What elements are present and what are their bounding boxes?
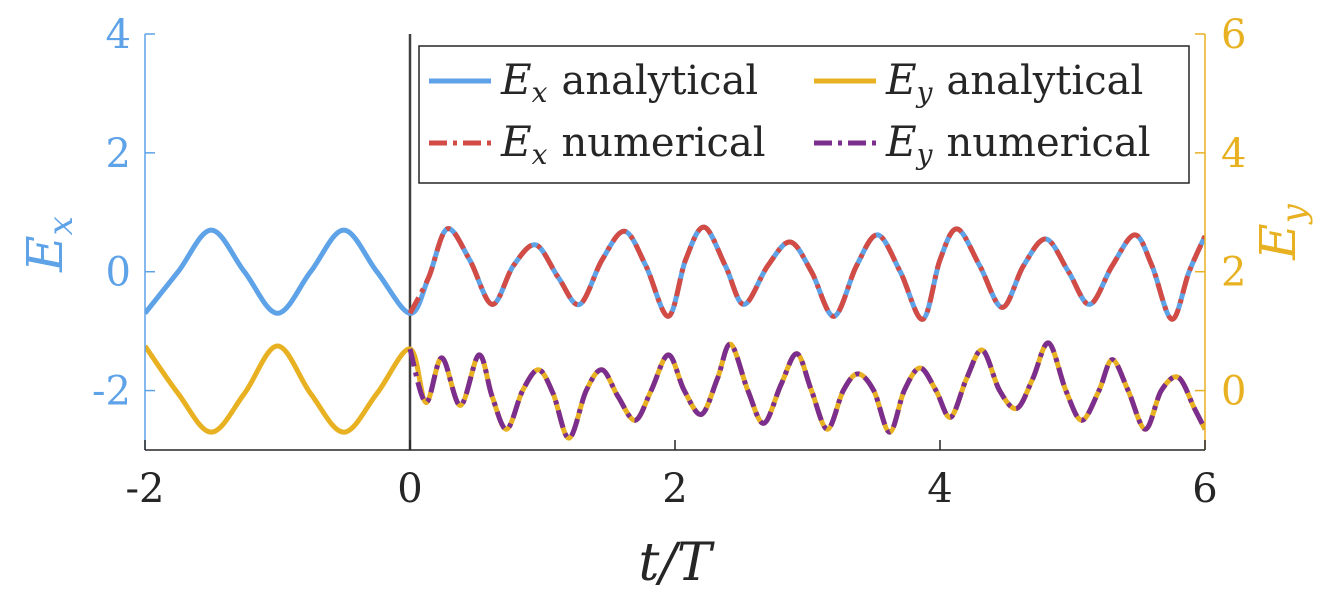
right-y-tick-label: 6 (1221, 12, 1246, 58)
right-y-tick-label: 2 (1221, 250, 1246, 296)
x-axis-label: t/T (638, 533, 714, 593)
x-tick-label: 4 (927, 466, 952, 512)
x-tick-label: 2 (662, 466, 687, 512)
legend-box (418, 45, 1190, 184)
legend-text: analytical (561, 58, 758, 104)
left-y-tick-label: 4 (106, 12, 131, 58)
left-y-tick-label: 0 (106, 250, 131, 296)
legend-entry-label: Ey analytical (885, 55, 1143, 109)
legend-symbol: E (500, 55, 532, 104)
right-y-tick-label: 4 (1221, 131, 1246, 177)
legend-subscript: y (915, 76, 934, 109)
x-tick-label: -2 (126, 466, 165, 512)
x-tick-label: 0 (397, 466, 422, 512)
legend-subscript: x (532, 138, 548, 171)
legend-text: numerical (947, 120, 1151, 166)
left-y-tick-label: -2 (92, 369, 131, 415)
series-line-ex-numerical (407, 224, 1205, 322)
legend-symbol: E (885, 55, 917, 104)
left-y-axis-label: Ex (16, 216, 81, 273)
right-y-axis-label-subscript: y (1274, 203, 1314, 225)
legend-symbol: E (500, 117, 532, 166)
left-y-axis-label-symbol: E (16, 235, 74, 273)
legend-text: numerical (561, 120, 765, 166)
legend-subscript: y (915, 138, 934, 171)
legend-subscript: x (532, 76, 548, 109)
legend-entry-label: Ex numerical (500, 117, 766, 171)
legend-entry-label: Ey numerical (885, 117, 1151, 171)
series-line-ey-numerical (407, 340, 1205, 441)
left-y-axis-label-subscript: x (41, 216, 81, 235)
left-y-tick-label: 2 (106, 131, 131, 177)
right-y-axis-label-symbol: E (1249, 223, 1307, 261)
right-y-axis-label: Ey (1249, 203, 1314, 261)
series-line-ey-analytical (145, 340, 1205, 441)
right-y-tick-label: 0 (1221, 369, 1246, 415)
legend-text: analytical (947, 58, 1144, 104)
legend-entry-label: Ex analytical (500, 55, 758, 109)
legend-symbol: E (885, 117, 917, 166)
x-tick-label: 6 (1192, 466, 1217, 512)
series-layer (145, 224, 1205, 441)
